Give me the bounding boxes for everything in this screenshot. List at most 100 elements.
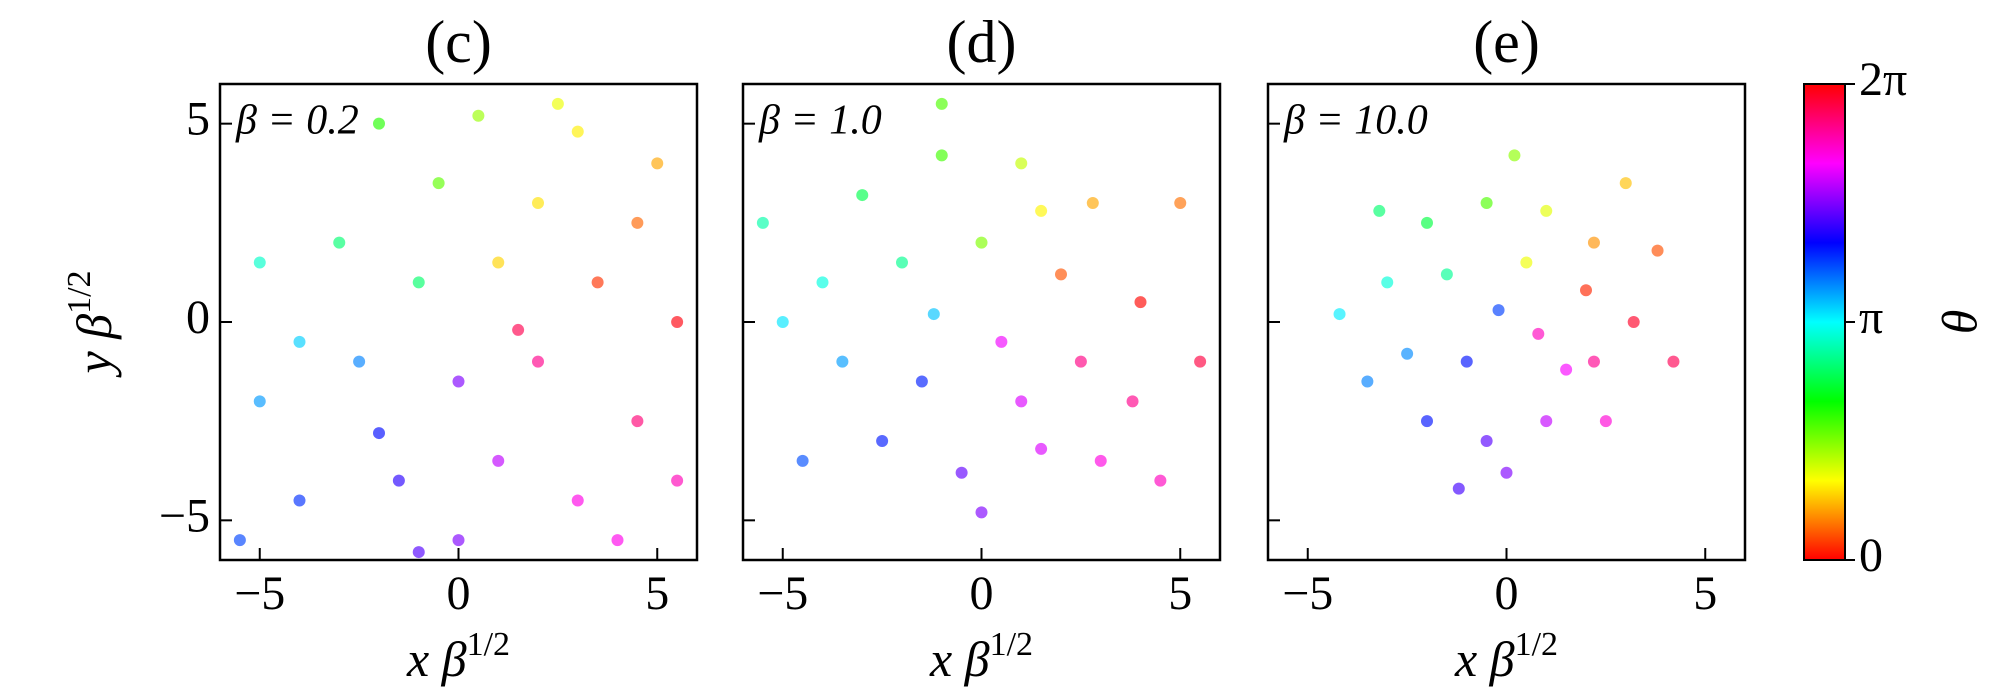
point [1035, 204, 1048, 217]
point [1094, 454, 1107, 467]
x-tick-label: 5 [645, 567, 669, 620]
frame [218, 82, 699, 562]
point [452, 375, 465, 388]
panel-title: (c) [425, 9, 492, 75]
point [551, 97, 564, 110]
point [1587, 236, 1600, 249]
point [1440, 268, 1453, 281]
point [796, 454, 809, 467]
point [671, 316, 684, 328]
point [856, 189, 869, 202]
point [293, 335, 306, 348]
annotation: β = 1.0 [758, 98, 882, 144]
point [253, 395, 266, 408]
colorbar-tick-label: 2π [1859, 53, 1907, 106]
point [896, 256, 908, 269]
point [651, 157, 664, 170]
point [373, 117, 385, 130]
point [756, 216, 769, 229]
annotation: β = 10.0 [1283, 98, 1428, 144]
point [1627, 316, 1640, 328]
point [1540, 415, 1553, 428]
x-axis-label: x β1/2 [406, 626, 510, 688]
point [1480, 435, 1493, 447]
point [1532, 327, 1545, 340]
point [1520, 256, 1533, 269]
y-tick-label: 5 [186, 93, 210, 146]
x-axis-label-base: x β [406, 631, 467, 687]
x-tick-label: 0 [1495, 567, 1519, 620]
x-tick-label: 0 [970, 567, 994, 620]
x-tick-label: −5 [234, 567, 285, 620]
point [333, 236, 346, 249]
y-axis-label: y β1/2 [61, 270, 123, 378]
point [472, 109, 485, 122]
panel: β = 0.2 −5 0 5 −5 0 5 (c) [159, 9, 699, 620]
point [1492, 304, 1505, 317]
point [1508, 149, 1521, 162]
point [671, 474, 684, 487]
point [1667, 355, 1680, 368]
point [935, 97, 948, 110]
point [995, 335, 1008, 348]
ann-box [226, 94, 371, 150]
x-axis-label-base: x β [1454, 631, 1515, 687]
point [1086, 197, 1099, 209]
point [253, 256, 266, 269]
points [233, 97, 684, 559]
panel-title: (d) [947, 9, 1017, 75]
point [1587, 355, 1600, 368]
point [512, 323, 525, 336]
points [1333, 149, 1680, 495]
point [492, 454, 505, 467]
x-axis-label: x β1/2 [1454, 626, 1558, 688]
x-tick-label: −5 [757, 567, 808, 620]
point [1460, 355, 1473, 368]
point [1126, 395, 1139, 408]
colorbar-label: θ [1931, 310, 1987, 335]
x-tick-label: 0 [447, 567, 471, 620]
point [1560, 363, 1573, 376]
x-axis-label-base: x β [929, 631, 990, 687]
y-tick-label: 0 [186, 291, 210, 344]
x-tick-label: 5 [1693, 567, 1717, 620]
point [1333, 308, 1346, 321]
panel-title: (e) [1473, 9, 1540, 75]
point [1619, 177, 1632, 190]
point [1015, 157, 1028, 170]
point [412, 276, 425, 289]
point [532, 355, 544, 368]
point [1381, 276, 1394, 289]
point [816, 276, 829, 289]
point [571, 494, 584, 507]
colorbar-tick-label: π [1859, 291, 1883, 344]
x-axis-label-sup: 1/2 [990, 626, 1033, 663]
point [1194, 355, 1207, 368]
point [571, 125, 584, 138]
point [233, 534, 246, 547]
point [412, 546, 425, 559]
colorbar [1803, 83, 1846, 561]
point [1599, 415, 1612, 428]
point [532, 197, 544, 209]
point [611, 534, 624, 547]
y-tick-label: −5 [159, 489, 210, 542]
point [1373, 204, 1386, 217]
annotation: β = 0.2 [235, 98, 359, 144]
x-axis-label-sup: 1/2 [1515, 626, 1558, 663]
colorbar-tick-label: 0 [1859, 529, 1883, 582]
point [1134, 296, 1147, 309]
ann-box [749, 94, 894, 150]
point [1421, 415, 1433, 428]
point [631, 415, 644, 428]
point [1452, 482, 1465, 495]
point [452, 534, 465, 547]
point [1540, 204, 1553, 217]
point [432, 177, 445, 190]
ann-box [1274, 94, 1438, 150]
point [1074, 355, 1087, 368]
point [1500, 466, 1513, 479]
point [975, 236, 988, 249]
point [876, 435, 889, 447]
